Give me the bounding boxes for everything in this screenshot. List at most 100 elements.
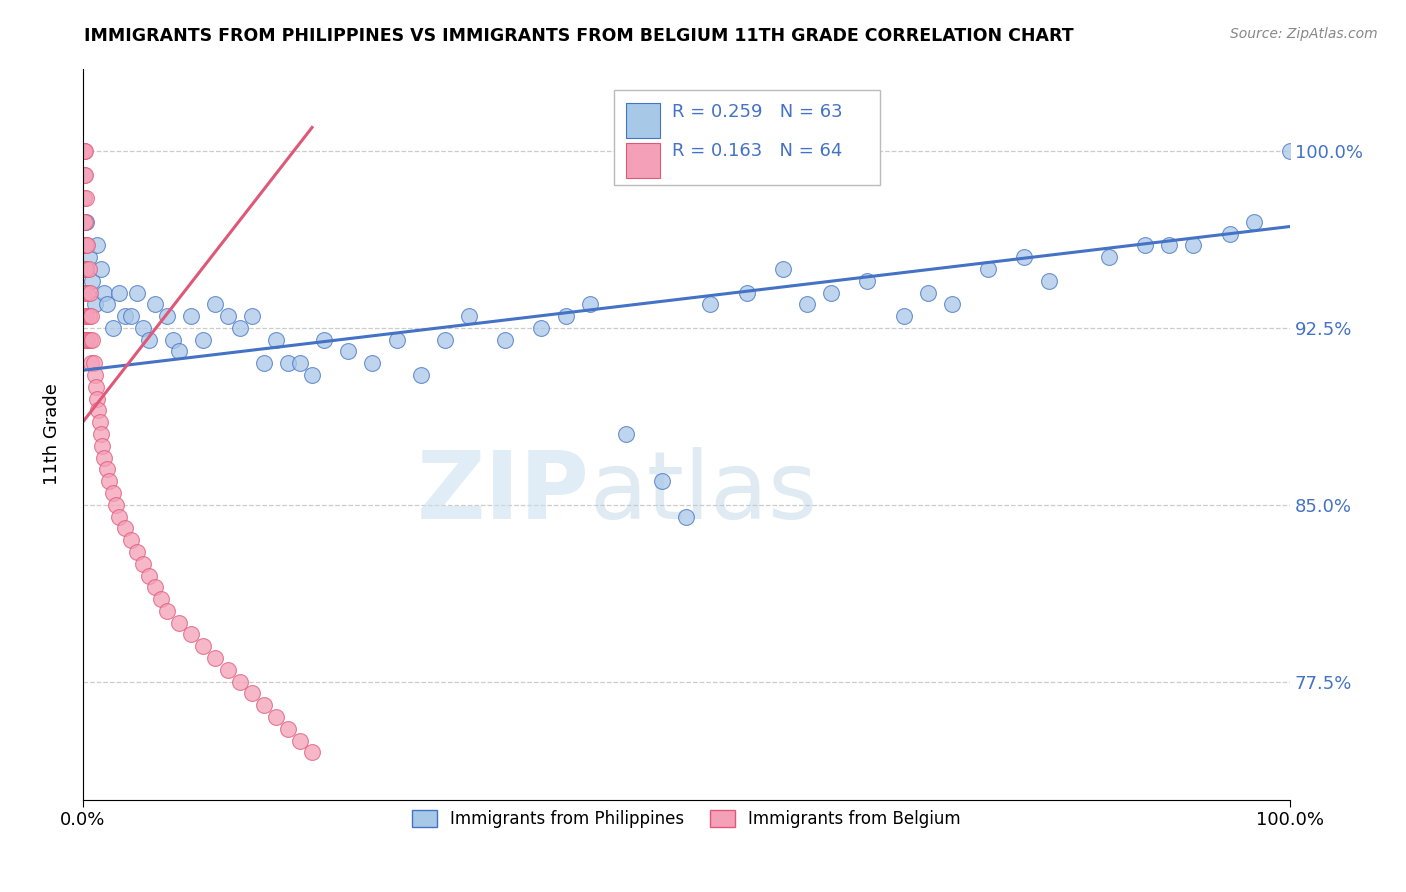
Point <box>228 321 250 335</box>
Point <box>73 144 96 158</box>
Point <box>1159 238 1181 252</box>
Point <box>277 722 299 736</box>
Point <box>193 639 215 653</box>
Point <box>120 533 142 548</box>
Point <box>301 745 323 759</box>
Point <box>93 285 115 300</box>
Text: R = 0.259   N = 63: R = 0.259 N = 63 <box>672 103 842 121</box>
Point <box>856 274 879 288</box>
Point <box>180 309 202 323</box>
Point <box>75 333 97 347</box>
Point <box>73 262 96 277</box>
Point <box>75 309 97 323</box>
Point <box>108 285 131 300</box>
Point <box>530 321 553 335</box>
Point <box>96 462 118 476</box>
Point <box>80 309 103 323</box>
Point <box>361 356 384 370</box>
Point <box>73 215 96 229</box>
Point <box>98 474 121 488</box>
Point <box>75 191 97 205</box>
Point <box>86 392 108 406</box>
Point <box>120 309 142 323</box>
Point <box>735 285 758 300</box>
Point <box>385 333 408 347</box>
Point <box>73 168 96 182</box>
Point <box>105 498 128 512</box>
Point <box>917 285 939 300</box>
Point <box>409 368 432 382</box>
Point <box>699 297 721 311</box>
Point <box>77 309 100 323</box>
Point <box>82 274 104 288</box>
Point <box>77 250 100 264</box>
Point <box>240 686 263 700</box>
Point <box>288 356 311 370</box>
Point <box>108 509 131 524</box>
Text: IMMIGRANTS FROM PHILIPPINES VS IMMIGRANTS FROM BELGIUM 11TH GRADE CORRELATION CH: IMMIGRANTS FROM PHILIPPINES VS IMMIGRANT… <box>84 27 1074 45</box>
Point <box>73 238 96 252</box>
Point <box>73 144 96 158</box>
Point <box>1219 227 1241 241</box>
Legend: Immigrants from Philippines, Immigrants from Belgium: Immigrants from Philippines, Immigrants … <box>405 804 967 835</box>
Point <box>73 168 96 182</box>
Point <box>458 309 481 323</box>
Point <box>314 333 336 347</box>
Point <box>180 627 202 641</box>
Point <box>1133 238 1156 252</box>
Text: ZIP: ZIP <box>416 447 589 539</box>
Point <box>977 262 1000 277</box>
Point <box>75 238 97 252</box>
Point <box>1182 238 1205 252</box>
FancyBboxPatch shape <box>626 143 659 178</box>
Point <box>73 309 96 323</box>
Point <box>73 262 96 277</box>
Point <box>101 321 124 335</box>
Point <box>264 710 287 724</box>
Point <box>162 333 184 347</box>
Point <box>1038 274 1060 288</box>
Point <box>84 380 107 394</box>
Point <box>138 333 160 347</box>
Point <box>76 333 98 347</box>
Point <box>675 509 697 524</box>
Point <box>264 333 287 347</box>
Point <box>277 356 299 370</box>
Point <box>132 557 155 571</box>
Point <box>941 297 963 311</box>
Point <box>83 356 105 370</box>
Point <box>80 356 103 370</box>
Point <box>114 521 136 535</box>
Point <box>578 297 600 311</box>
Point <box>76 285 98 300</box>
Point <box>204 651 226 665</box>
Point <box>83 368 105 382</box>
Point <box>90 262 112 277</box>
Point <box>75 262 97 277</box>
Point <box>433 333 456 347</box>
Point <box>114 309 136 323</box>
Point <box>79 333 101 347</box>
Point <box>73 333 96 347</box>
Point <box>156 604 179 618</box>
Point <box>494 333 516 347</box>
Point <box>253 356 276 370</box>
Point <box>83 297 105 311</box>
Point <box>86 238 108 252</box>
Point <box>125 285 148 300</box>
Point <box>73 144 96 158</box>
Point <box>240 309 263 323</box>
Point <box>217 309 239 323</box>
Point <box>77 262 100 277</box>
Point <box>82 333 104 347</box>
Point <box>79 285 101 300</box>
Point <box>143 297 166 311</box>
Point <box>89 415 111 429</box>
Point <box>156 309 179 323</box>
Point <box>150 592 173 607</box>
Point <box>1098 250 1121 264</box>
Point <box>73 238 96 252</box>
Point <box>87 403 110 417</box>
Point <box>125 545 148 559</box>
Point <box>796 297 818 311</box>
